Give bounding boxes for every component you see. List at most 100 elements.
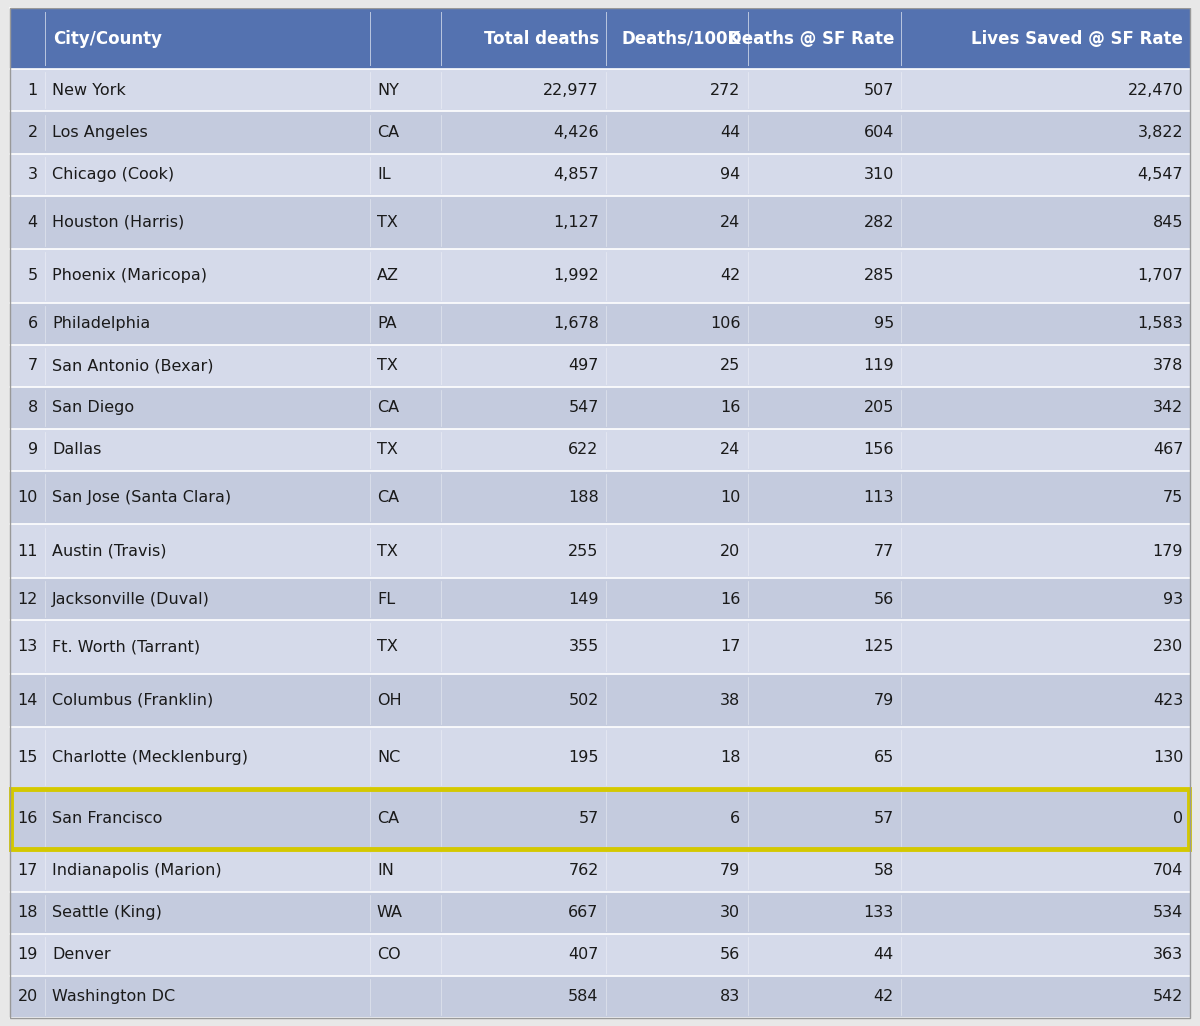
Text: 57: 57 xyxy=(578,812,599,826)
Bar xyxy=(10,154,1190,196)
Text: CA: CA xyxy=(377,125,400,140)
Text: San Antonio (Bexar): San Antonio (Bexar) xyxy=(53,358,214,373)
Text: 16: 16 xyxy=(720,400,740,416)
Text: 378: 378 xyxy=(1153,358,1183,373)
Text: 542: 542 xyxy=(1153,989,1183,1004)
Text: 18: 18 xyxy=(17,905,38,920)
Text: 83: 83 xyxy=(720,989,740,1004)
Text: 42: 42 xyxy=(874,989,894,1004)
Text: 667: 667 xyxy=(569,905,599,920)
Bar xyxy=(10,112,1190,154)
Text: Phoenix (Maricopa): Phoenix (Maricopa) xyxy=(53,269,208,283)
Text: 1: 1 xyxy=(28,83,38,97)
Text: 4,857: 4,857 xyxy=(553,167,599,182)
Text: 106: 106 xyxy=(710,316,740,331)
Text: TX: TX xyxy=(377,442,398,458)
Text: AZ: AZ xyxy=(377,269,398,283)
Text: CA: CA xyxy=(377,812,400,826)
Text: 14: 14 xyxy=(18,693,38,708)
Text: 12: 12 xyxy=(18,592,38,606)
Bar xyxy=(10,674,1190,727)
Text: TX: TX xyxy=(377,544,398,559)
Text: 7: 7 xyxy=(28,358,38,373)
Text: 9: 9 xyxy=(28,442,38,458)
Text: 18: 18 xyxy=(720,750,740,765)
Text: 497: 497 xyxy=(569,358,599,373)
Text: 42: 42 xyxy=(720,269,740,283)
Bar xyxy=(10,934,1190,976)
Text: Total deaths: Total deaths xyxy=(484,30,599,48)
Bar xyxy=(10,387,1190,429)
Text: 1,992: 1,992 xyxy=(553,269,599,283)
Bar xyxy=(10,524,1190,578)
Text: 75: 75 xyxy=(1163,490,1183,505)
Bar xyxy=(10,196,1190,249)
Text: 4,426: 4,426 xyxy=(553,125,599,140)
Text: 8: 8 xyxy=(28,400,38,416)
Text: TX: TX xyxy=(377,214,398,230)
Text: 1,583: 1,583 xyxy=(1138,316,1183,331)
Text: Houston (Harris): Houston (Harris) xyxy=(53,214,185,230)
Text: IL: IL xyxy=(377,167,390,182)
Text: 188: 188 xyxy=(568,490,599,505)
Text: 363: 363 xyxy=(1153,947,1183,962)
Text: City/County: City/County xyxy=(54,30,162,48)
Text: 195: 195 xyxy=(569,750,599,765)
Text: 65: 65 xyxy=(874,750,894,765)
Text: 1,707: 1,707 xyxy=(1138,269,1183,283)
Bar xyxy=(10,578,1190,620)
Text: 423: 423 xyxy=(1153,693,1183,708)
Text: 79: 79 xyxy=(720,863,740,878)
Text: 310: 310 xyxy=(864,167,894,182)
Text: Seattle (King): Seattle (King) xyxy=(53,905,162,920)
Text: 22,470: 22,470 xyxy=(1128,83,1183,97)
Text: 534: 534 xyxy=(1153,905,1183,920)
Text: 24: 24 xyxy=(720,214,740,230)
Text: Lives Saved @ SF Rate: Lives Saved @ SF Rate xyxy=(971,30,1183,48)
Text: IN: IN xyxy=(377,863,394,878)
Text: 205: 205 xyxy=(864,400,894,416)
Text: Charlotte (Mecklenburg): Charlotte (Mecklenburg) xyxy=(53,750,248,765)
Text: 30: 30 xyxy=(720,905,740,920)
Text: Denver: Denver xyxy=(53,947,110,962)
Text: 56: 56 xyxy=(874,592,894,606)
Text: 156: 156 xyxy=(864,442,894,458)
Text: Chicago (Cook): Chicago (Cook) xyxy=(53,167,174,182)
Text: 10: 10 xyxy=(18,490,38,505)
Text: OH: OH xyxy=(377,693,402,708)
Text: Ft. Worth (Tarrant): Ft. Worth (Tarrant) xyxy=(53,639,200,655)
Bar xyxy=(10,303,1190,345)
Text: 604: 604 xyxy=(864,125,894,140)
Bar xyxy=(10,788,1190,850)
Text: 6: 6 xyxy=(731,812,740,826)
Text: 4: 4 xyxy=(28,214,38,230)
Text: 130: 130 xyxy=(1153,750,1183,765)
Text: 13: 13 xyxy=(18,639,38,655)
Text: 79: 79 xyxy=(874,693,894,708)
Text: 2: 2 xyxy=(28,125,38,140)
Text: New York: New York xyxy=(53,83,126,97)
Text: 502: 502 xyxy=(569,693,599,708)
Text: 24: 24 xyxy=(720,442,740,458)
Bar xyxy=(10,8,1190,70)
Text: Columbus (Franklin): Columbus (Franklin) xyxy=(53,693,214,708)
Text: 1,678: 1,678 xyxy=(553,316,599,331)
Text: Los Angeles: Los Angeles xyxy=(53,125,148,140)
Text: WA: WA xyxy=(377,905,403,920)
Text: 57: 57 xyxy=(874,812,894,826)
Text: TX: TX xyxy=(377,358,398,373)
Text: 20: 20 xyxy=(720,544,740,559)
Text: 507: 507 xyxy=(864,83,894,97)
Bar xyxy=(10,249,1190,303)
Text: Washington DC: Washington DC xyxy=(53,989,175,1004)
Bar xyxy=(11,789,1189,849)
Text: 622: 622 xyxy=(569,442,599,458)
Text: 19: 19 xyxy=(18,947,38,962)
Bar xyxy=(10,471,1190,524)
Text: 4,547: 4,547 xyxy=(1138,167,1183,182)
Text: 1,127: 1,127 xyxy=(553,214,599,230)
Text: CO: CO xyxy=(377,947,401,962)
Bar xyxy=(10,892,1190,934)
Text: 77: 77 xyxy=(874,544,894,559)
Text: 44: 44 xyxy=(720,125,740,140)
